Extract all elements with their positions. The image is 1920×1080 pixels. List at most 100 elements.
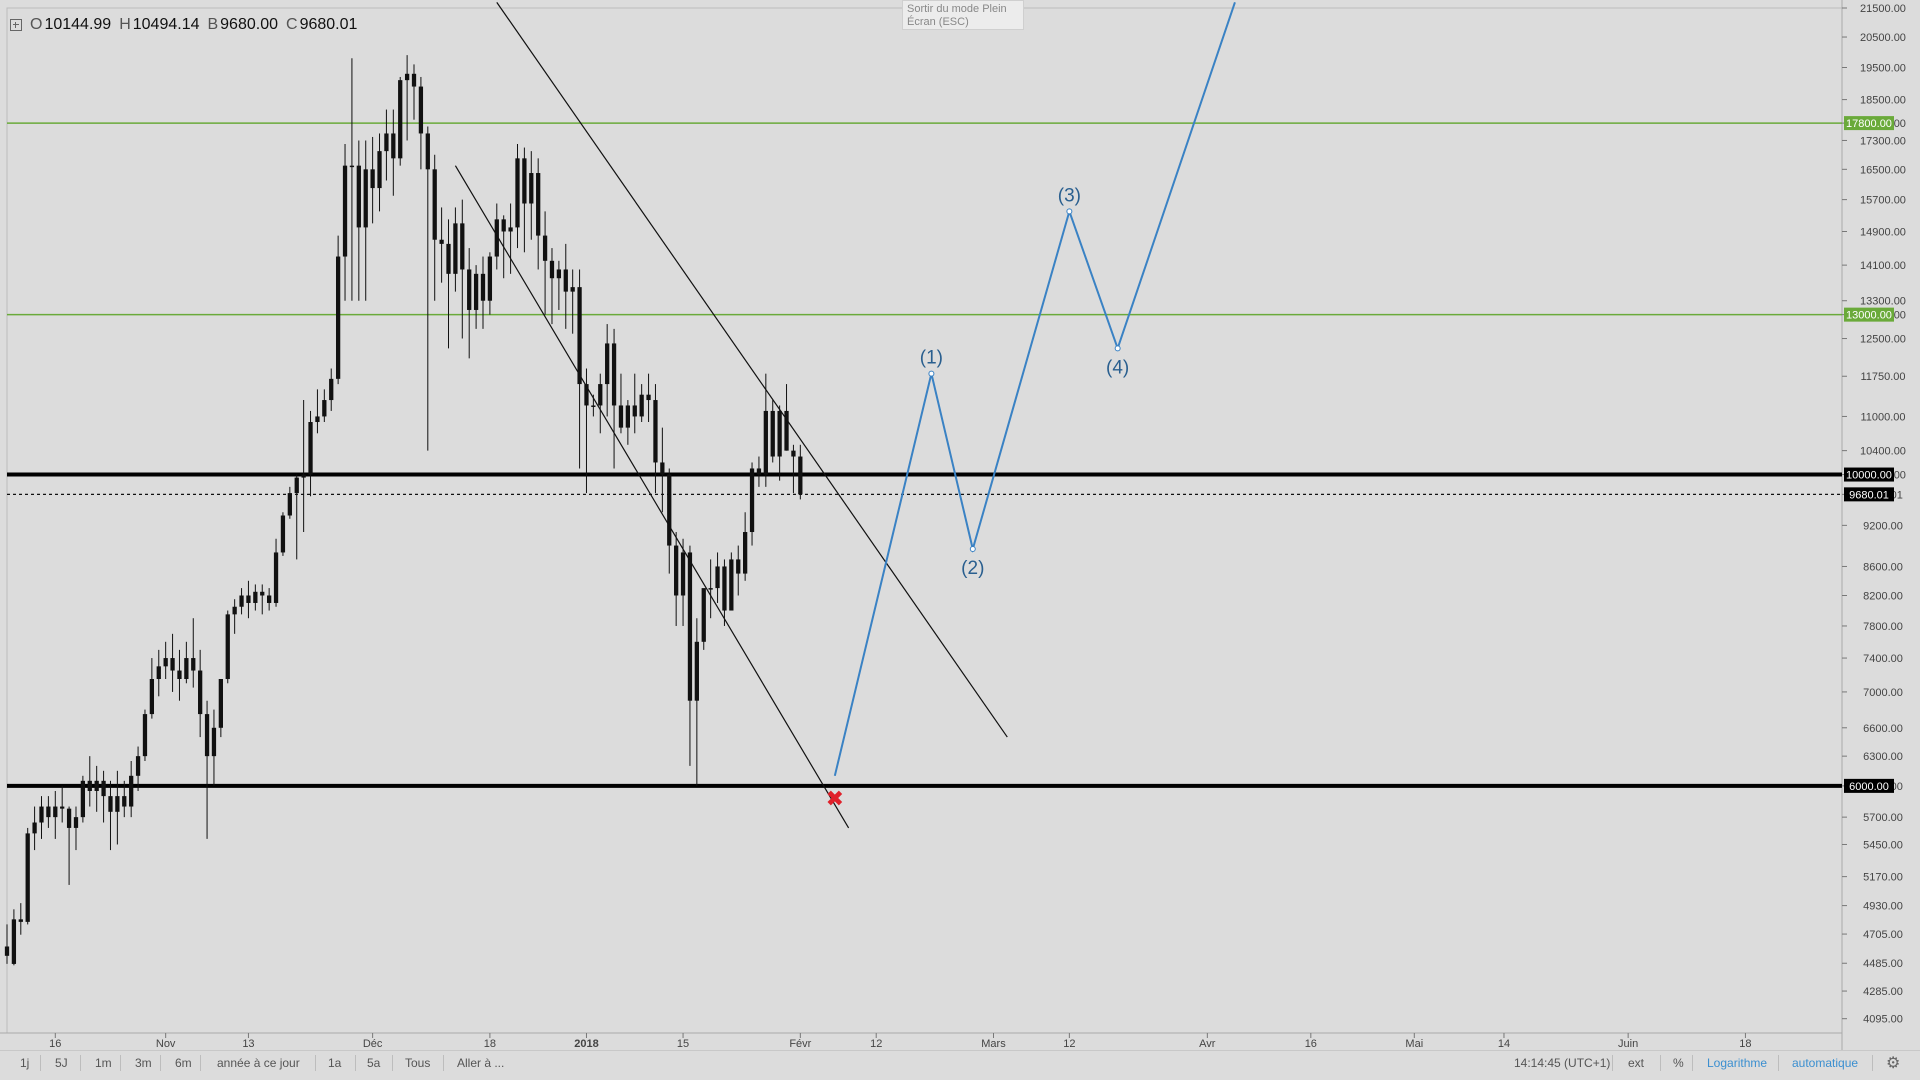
range-all-button[interactable]: Tous <box>405 1056 431 1070</box>
gear-icon[interactable]: ⚙ <box>1886 1055 1901 1072</box>
separator <box>1872 1055 1873 1071</box>
ext-toggle[interactable]: ext <box>1628 1056 1645 1070</box>
candle-body <box>80 780 86 818</box>
candle-body <box>218 679 223 728</box>
candle-body <box>501 219 506 232</box>
wave-projection-line <box>833 2 1236 777</box>
plot-area <box>6 7 1843 1034</box>
x-tick-label: Avr <box>1199 1038 1216 1050</box>
candle-body <box>253 591 258 603</box>
y-tick-label: 5450.00 <box>1863 839 1903 851</box>
range-6m-button[interactable]: 6m <box>175 1056 192 1070</box>
candle-body <box>639 394 644 417</box>
candle-body <box>177 670 182 680</box>
range-1y-button[interactable]: 1a <box>328 1056 342 1070</box>
candle-body <box>329 378 334 401</box>
candle-body <box>315 416 320 423</box>
goto-date-button[interactable]: Aller à ... <box>457 1056 505 1070</box>
expand-icon[interactable] <box>10 19 22 31</box>
y-tick-label: 4705.00 <box>1863 929 1903 941</box>
wave-pivot-point <box>1114 345 1121 352</box>
close-number: 9680.01 <box>299 16 358 33</box>
candle-body <box>522 158 527 204</box>
y-tick-label: 19500.00 <box>1860 63 1906 75</box>
candle-body <box>73 817 79 828</box>
x-tick-label: 14 <box>1498 1038 1510 1050</box>
x-tick-label: 2018 <box>574 1038 598 1050</box>
candle-body <box>308 422 313 475</box>
trend-line <box>454 165 850 829</box>
ohlc-readout: O 10144.99 H 10494.14 B 9680.00 C 9680.01 <box>10 16 357 34</box>
candle-body <box>225 614 230 680</box>
low-value: B 9680.00 <box>207 16 278 34</box>
price-chart[interactable]: 4095.00 4285.00 4485.00 4705.00 4930.00 5170.… <box>0 0 1920 1050</box>
candle-body <box>701 588 706 642</box>
candle-body <box>798 456 803 495</box>
x-tick-label: 12 <box>1063 1038 1075 1050</box>
candle-body <box>60 806 65 809</box>
candle-body <box>142 714 148 757</box>
candle-body <box>115 796 120 812</box>
level-price-label: 10000.00 <box>1846 470 1892 482</box>
range-3m-button[interactable]: 3m <box>135 1056 152 1070</box>
range-ytd-button[interactable]: année à ce jour <box>217 1056 300 1070</box>
candle-body <box>625 405 631 428</box>
y-tick-label: 21500.00 <box>1860 3 1906 15</box>
candle-body <box>653 400 658 463</box>
candle-body <box>467 269 472 310</box>
candle-body <box>646 394 651 401</box>
candle-body <box>763 410 768 475</box>
separator <box>315 1055 316 1071</box>
x-tick-label: 18 <box>1739 1038 1751 1050</box>
candle-body <box>370 169 375 189</box>
y-tick-label: 9200.00 <box>1863 520 1903 532</box>
x-tick-label: 15 <box>677 1038 689 1050</box>
candle-body <box>39 806 44 823</box>
close-value: C 9680.01 <box>286 16 357 34</box>
level-price-label: 13000.00 <box>1846 310 1892 322</box>
level-price-badge <box>1844 467 1894 482</box>
log-scale-toggle[interactable]: Logarithme <box>1707 1056 1768 1070</box>
x-tick-label: Mai <box>1405 1038 1423 1050</box>
candle-body <box>384 133 389 152</box>
candle-body <box>425 133 430 170</box>
range-5y-button[interactable]: 5a <box>367 1056 381 1070</box>
open-value: O 10144.99 <box>30 16 111 34</box>
level-price-label: 17800.00 <box>1846 118 1892 130</box>
candle-body <box>280 515 286 553</box>
candle-body <box>494 219 499 257</box>
y-tick-label: 15700.00 <box>1860 195 1906 207</box>
candle-body <box>549 260 555 279</box>
candle-body <box>667 474 672 546</box>
y-tick-label: 6600.00 <box>1863 723 1903 735</box>
y-tick-label: 4095.00 <box>1863 1014 1903 1026</box>
fullscreen-exit-tooltip[interactable]: Sortir du mode Plein Écran (ESC) <box>902 0 1024 30</box>
separator <box>40 1055 41 1071</box>
x-tick-label: 16 <box>49 1038 61 1050</box>
wave-pivot-point <box>928 370 935 377</box>
candle-body <box>632 405 637 417</box>
range-1d-button[interactable]: 1j <box>20 1056 30 1070</box>
x-tick-label: Juin <box>1618 1038 1638 1050</box>
y-tick-label: 20500.00 <box>1860 32 1906 44</box>
candle-body <box>611 343 617 406</box>
candle-body <box>605 343 610 385</box>
candle-body <box>239 595 244 607</box>
auto-scale-toggle[interactable]: automatique <box>1792 1056 1859 1070</box>
candle-body <box>301 474 306 478</box>
y-tick-label: 4285.00 <box>1863 986 1903 998</box>
y-tick-label: 8600.00 <box>1863 561 1903 573</box>
candle-body <box>349 165 355 168</box>
percent-toggle[interactable]: % <box>1673 1056 1684 1070</box>
candle-body <box>4 946 10 956</box>
range-5d-button[interactable]: 5J <box>55 1056 68 1070</box>
high-label: H <box>119 16 131 33</box>
level-price-badge <box>1844 307 1894 322</box>
candle-body <box>515 158 520 228</box>
range-1m-button[interactable]: 1m <box>95 1056 112 1070</box>
candle-body <box>584 384 589 406</box>
candle-body <box>598 384 603 406</box>
candle-body <box>204 714 210 757</box>
candle-body <box>342 165 348 257</box>
y-tick-label: 17300.00 <box>1860 135 1906 147</box>
